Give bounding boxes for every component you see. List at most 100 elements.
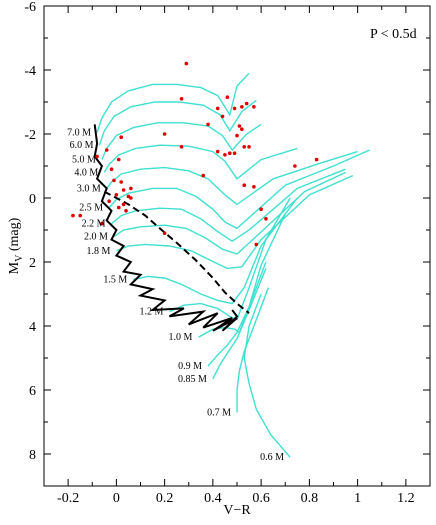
star-point: [71, 213, 75, 218]
track-label: 1.2 M: [140, 307, 164, 318]
star-point: [254, 242, 259, 247]
x-tick-label: 0.6: [252, 491, 270, 506]
star-point: [237, 124, 242, 128]
star-point: [242, 145, 247, 149]
boundary-lines: [93, 124, 250, 332]
star-point: [184, 61, 189, 66]
track-label: 0.9 M: [178, 361, 202, 372]
track-label: 6.0 M: [70, 140, 94, 151]
track-7p0m: [96, 72, 250, 133]
y-tick-label: 6: [29, 384, 36, 399]
track-mass-labels: 7.0 M 6.0 M 5.0 M4.0 M 3.0 M 2.5 M 2.2 M2.0 M…: [67, 127, 284, 463]
star-point: [162, 231, 167, 235]
track-1p5m: [133, 197, 298, 305]
x-tick-label: 0.4: [204, 491, 222, 506]
star-point: [264, 217, 268, 221]
track-label: 0.85 M: [178, 374, 207, 385]
track-4p0m: [103, 144, 298, 180]
track-label: 2.5 M: [79, 203, 103, 214]
y-axis-ticks: -6 -4 -2 0 2 4 6 8: [24, 0, 430, 487]
star-point: [119, 135, 123, 139]
track-0p9m: [207, 261, 267, 367]
star-point: [116, 205, 121, 210]
track-3p0m: [106, 150, 358, 206]
track-2p2m: [111, 168, 346, 243]
y-tick-label: -6: [24, 0, 36, 15]
star-point: [121, 188, 126, 192]
star-point: [232, 106, 237, 111]
star-point: [244, 101, 249, 106]
x-axis-ticks: -0.2 0 0.2 0.4 0.6 0.8 1 1.2: [43, 6, 431, 506]
star-point: [179, 97, 184, 101]
y-axis-title: MV (mag): [7, 217, 25, 274]
star-point: [259, 207, 263, 211]
y-tick-label: 2: [29, 256, 36, 271]
star-point: [114, 193, 119, 197]
star-point: [215, 106, 220, 111]
track-0p85m: [212, 268, 267, 380]
y-tick-label: 8: [29, 448, 36, 463]
track-6p0m: [98, 99, 257, 146]
y-axis-title-subscript: V: [14, 254, 25, 262]
y-tick-label: 4: [29, 320, 36, 335]
evolutionary-tracks: [96, 72, 370, 458]
star-point: [179, 145, 184, 149]
star-point: [235, 133, 239, 138]
star-point: [293, 164, 297, 168]
track-label: 1.0 M: [168, 332, 192, 343]
track-label: 3.0 M: [77, 183, 101, 194]
track-1p2m: [169, 197, 291, 321]
track-2p0m: [113, 171, 346, 255]
track-0p7m: [236, 287, 270, 413]
star-point: [95, 154, 99, 159]
period-annotation: P < 0.5d: [370, 27, 417, 42]
track-label: 7.0 M: [67, 127, 91, 138]
x-axis-title: V−R: [223, 503, 251, 518]
star-point: [112, 178, 116, 183]
track-label: 0.6 M: [260, 452, 284, 463]
star-point: [162, 132, 167, 136]
star-point: [227, 151, 232, 155]
track-label: 2.2 M: [82, 219, 106, 230]
x-tick-label: -0.2: [57, 491, 79, 506]
star-point: [242, 183, 247, 187]
track-label: 1.8 M: [86, 246, 110, 257]
star-point: [240, 127, 244, 131]
star-point: [223, 153, 227, 157]
x-tick-label: 1.2: [397, 491, 415, 506]
star-point: [119, 180, 123, 184]
star-point: [104, 148, 109, 152]
track-label: 4.0 M: [74, 167, 98, 178]
star-point: [215, 149, 220, 154]
star-point: [78, 213, 82, 218]
star-point: [116, 157, 121, 162]
x-tick-label: 0: [113, 491, 120, 506]
y-tick-label: -2: [24, 128, 36, 143]
tams-boundary-line: [103, 190, 250, 314]
star-point: [225, 95, 230, 99]
track-label: 0.7 M: [207, 407, 231, 418]
x-tick-label: 0.8: [301, 491, 319, 506]
star-point: [232, 151, 237, 155]
star-point: [109, 167, 114, 171]
star-point: [129, 186, 133, 191]
star-point: [201, 173, 206, 178]
star-point: [206, 122, 210, 127]
star-point: [247, 145, 251, 149]
track-label: 1.5 M: [103, 275, 127, 286]
star-point: [121, 202, 126, 207]
y-tick-label: 0: [29, 192, 36, 207]
x-tick-label: 0.2: [156, 491, 174, 506]
track-0p6m: [243, 293, 291, 458]
star-point: [240, 105, 244, 109]
y-axis-title-unit: (mag): [7, 217, 22, 254]
star-point: [107, 199, 111, 203]
star-point: [129, 196, 133, 200]
star-points: [71, 61, 319, 247]
star-point: [252, 185, 256, 189]
track-label: 2.0 M: [84, 231, 108, 242]
star-point: [220, 114, 225, 119]
track-5p0m: [101, 122, 262, 160]
y-tick-label: -4: [24, 64, 36, 79]
